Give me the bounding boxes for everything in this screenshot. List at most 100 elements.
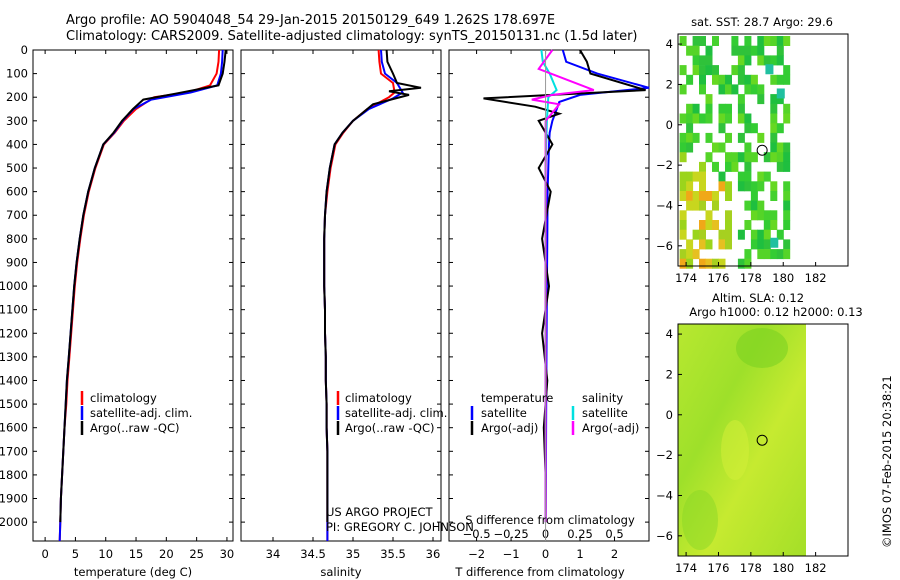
sst-cell xyxy=(692,132,700,143)
sst-cell xyxy=(679,142,687,153)
sst-cell xyxy=(776,161,784,172)
sst-cell xyxy=(776,55,784,66)
sst-cell xyxy=(718,181,726,192)
map-x-tick-label: 178 xyxy=(740,561,762,575)
sst-cell xyxy=(744,161,752,172)
x-tick-label: 34 xyxy=(266,547,281,561)
sst-cell xyxy=(712,200,719,211)
sst-cell xyxy=(686,123,694,134)
sst-cell xyxy=(776,74,784,85)
sst-cell xyxy=(770,191,778,201)
sst-cell xyxy=(757,181,765,192)
sst-cell xyxy=(770,132,778,143)
sst-cell xyxy=(731,152,739,163)
sst-cell xyxy=(776,229,784,240)
series-line xyxy=(59,49,227,523)
sst-cell xyxy=(776,36,784,46)
sst-cell xyxy=(776,152,784,163)
sst-cell xyxy=(679,84,687,95)
difference-panel-frame xyxy=(448,49,650,542)
sst-map-title: sat. SST: 28.7 Argo: 29.6 xyxy=(691,15,833,29)
legend-label-t-argo: Argo(-adj) xyxy=(481,421,538,435)
difference-x-label-bottom: T difference from climatology xyxy=(454,565,625,579)
legend-label-argo: Argo(..raw -QC) xyxy=(345,421,435,435)
sst-cell xyxy=(757,36,765,46)
sst-cell xyxy=(679,258,687,269)
sst-cell xyxy=(686,171,694,182)
sst-cell xyxy=(679,229,687,240)
sst-cell xyxy=(725,74,732,85)
sst-cell xyxy=(750,181,758,192)
sst-cell xyxy=(725,229,732,240)
sst-cell xyxy=(757,210,765,221)
sst-cell xyxy=(750,123,758,134)
x-tick-label: 15 xyxy=(129,547,144,561)
depth-tick-label: 100 xyxy=(6,67,28,81)
sst-map-axes: 174 176 178 180 182 4 2 0 −2 −4 −6 xyxy=(656,37,827,285)
sst-cell xyxy=(705,220,713,230)
sst-cell xyxy=(776,94,784,105)
series-line xyxy=(483,49,646,523)
sst-cell xyxy=(757,132,765,143)
project-label: US ARGO PROJECT xyxy=(326,505,434,519)
sst-cell xyxy=(763,220,771,230)
sla-patch xyxy=(721,420,749,480)
x-tick-label: 0 xyxy=(41,547,48,561)
series-line xyxy=(323,49,404,541)
sst-cell xyxy=(699,200,706,211)
sst-cell xyxy=(757,45,765,56)
x-tick-label: 0 xyxy=(542,547,549,561)
sst-cell xyxy=(712,161,719,172)
sst-cell xyxy=(783,36,791,46)
sst-cell xyxy=(692,249,700,260)
sst-cell xyxy=(686,132,694,143)
sst-cell xyxy=(686,113,694,124)
sst-cell xyxy=(692,200,700,211)
salinity-panel-frame xyxy=(240,49,442,542)
map-y-tick-label: −6 xyxy=(656,529,673,543)
sst-cell xyxy=(750,74,758,85)
sst-cell xyxy=(705,113,713,124)
depth-tick-label: 0 xyxy=(21,43,28,57)
legend-label-argo: Argo(..raw -QC) xyxy=(90,421,180,435)
sst-cell xyxy=(699,229,706,240)
sst-cell xyxy=(718,142,726,153)
sst-cell xyxy=(712,74,719,85)
sst-cell xyxy=(699,65,706,76)
sst-cell xyxy=(692,45,700,56)
sst-cell xyxy=(770,103,778,114)
sst-cell xyxy=(705,191,713,201)
sst-cell xyxy=(750,239,758,250)
salinity-lines xyxy=(323,49,422,541)
sst-cell xyxy=(737,113,745,124)
top-x-tick-label: −0.25 xyxy=(493,527,528,541)
map-y-tick-label: 2 xyxy=(666,367,673,381)
sst-cell xyxy=(679,36,687,46)
depth-tick-label: 800 xyxy=(6,232,28,246)
sst-cell xyxy=(744,36,752,46)
sst-cell xyxy=(783,65,791,76)
sst-cell xyxy=(776,123,784,134)
sst-cell xyxy=(705,210,713,221)
sst-cell xyxy=(686,45,694,56)
sst-cell xyxy=(750,84,758,95)
sst-cell xyxy=(725,161,732,172)
sst-cell xyxy=(757,94,765,105)
legend-title-salinity: salinity xyxy=(582,391,623,405)
depth-tick-label: 300 xyxy=(6,114,28,128)
sst-cell xyxy=(718,103,726,114)
sst-cell xyxy=(679,210,687,221)
depth-tick-label: 1500 xyxy=(0,397,28,411)
sst-cell xyxy=(757,200,765,211)
sst-cell xyxy=(776,88,785,99)
depth-tick-label: 1200 xyxy=(0,326,28,340)
series-line xyxy=(544,49,650,523)
sst-cell xyxy=(712,258,719,269)
map-x-tick-label: 180 xyxy=(772,271,794,285)
sst-cell xyxy=(744,55,752,66)
sst-cell xyxy=(705,65,713,76)
map-y-tick-label: −2 xyxy=(656,158,673,172)
salinity-x-axis: 34 34.5 35 35.5 36 xyxy=(266,50,440,561)
temperature-panel-frame xyxy=(32,49,234,542)
map-y-tick-label: 4 xyxy=(666,37,673,51)
